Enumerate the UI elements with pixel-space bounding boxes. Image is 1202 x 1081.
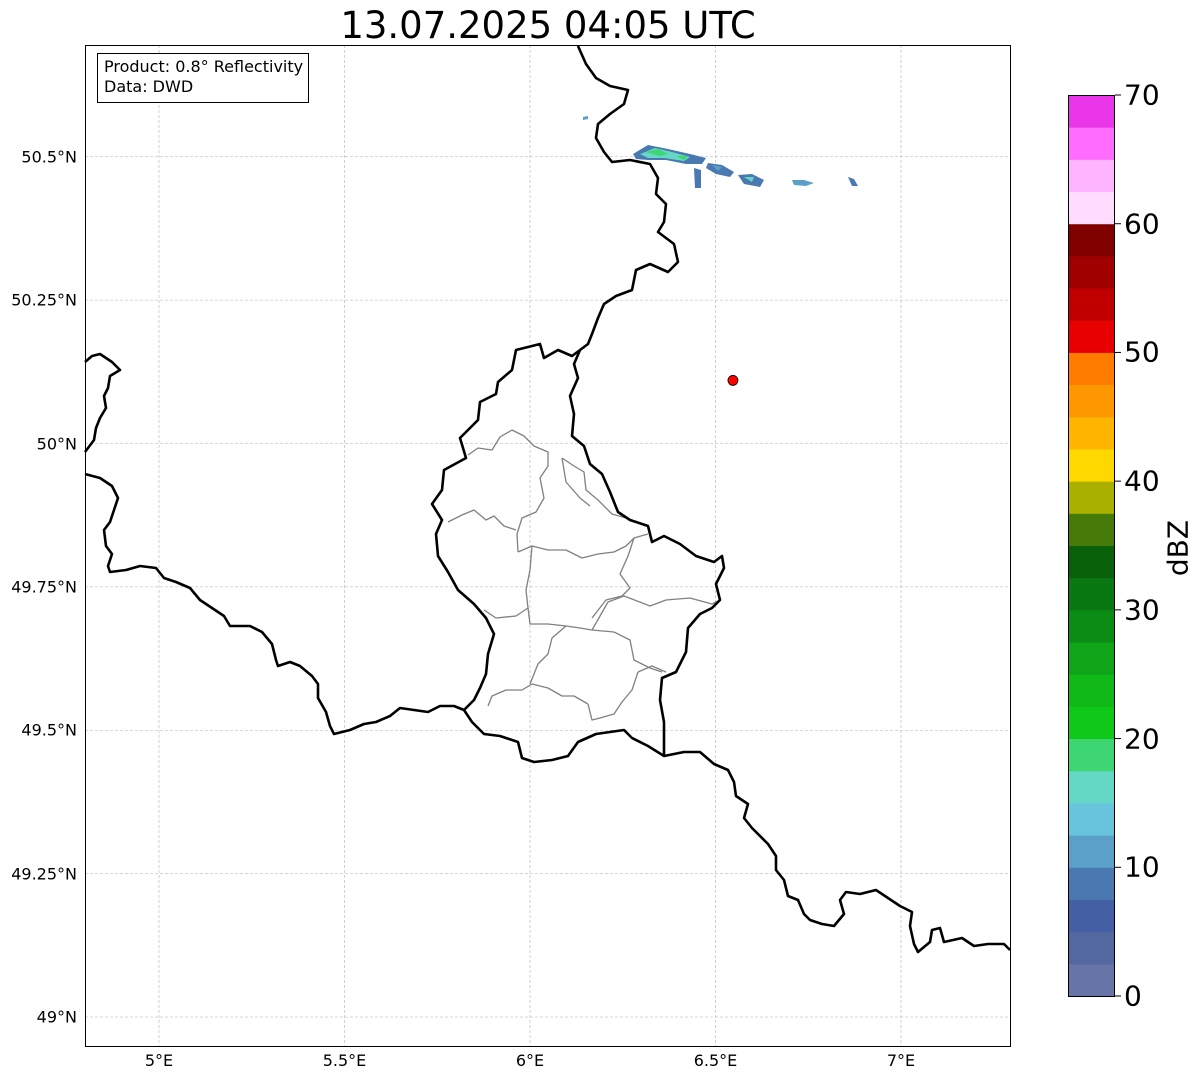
colorbar-segment <box>1068 481 1115 514</box>
colorbar-segment <box>1068 352 1115 386</box>
admin-line-8 <box>527 607 615 633</box>
colorbar-tick-label: 60 <box>1124 207 1160 241</box>
lat-tick-label: 50.5°N <box>21 147 77 167</box>
info-box: Product: 0.8° Reflectivity Data: DWD <box>97 53 310 103</box>
colorbar-segment <box>1068 223 1115 257</box>
lat-tick-label: 49°N <box>36 1007 77 1027</box>
admin-line-10 <box>613 631 663 673</box>
colorbar-tick-label: 50 <box>1124 335 1160 369</box>
lat-tick-label: 50.25°N <box>11 290 77 310</box>
admin-line-12 <box>487 683 589 707</box>
reflectivity-echoes <box>583 116 858 188</box>
admin-line-11 <box>529 625 567 685</box>
map-frame <box>85 45 1011 1047</box>
colorbar-segment <box>1068 545 1115 579</box>
echo-cell-south <box>694 168 701 188</box>
national-borders <box>83 45 1011 954</box>
admin-line-4 <box>561 457 627 519</box>
product-label: Product: 0.8° Reflectivity <box>104 57 304 76</box>
data-source-label: Data: DWD <box>104 77 194 96</box>
colorbar-segment <box>1068 963 1115 997</box>
colorbar-segment <box>1068 770 1115 804</box>
echo-cell-east-2b <box>744 177 754 182</box>
admin-line-14 <box>637 665 667 673</box>
lon-tick-label: 5.5°E <box>322 1051 367 1070</box>
echo-core-green <box>646 149 668 156</box>
colorbar-segment <box>1068 320 1115 353</box>
colorbar-tick-label: 10 <box>1124 850 1160 884</box>
echo-core-green-2 <box>676 156 688 160</box>
colorbar-segment <box>1068 255 1115 289</box>
colorbar-segment <box>1068 899 1115 933</box>
colorbar-segment <box>1068 674 1115 707</box>
map-title: 13.07.2025 04:05 UTC <box>340 4 756 47</box>
colorbar-frame <box>1068 95 1115 997</box>
colorbar-segment <box>1068 384 1115 418</box>
border-lux-de-south <box>663 750 1011 954</box>
colorbar-segment <box>1068 95 1115 128</box>
colorbar-segment <box>1068 127 1115 160</box>
colorbar-segment <box>1068 416 1115 450</box>
colorbar <box>1068 94 1121 997</box>
admin-line-2 <box>447 509 517 531</box>
admin-boundaries <box>447 429 721 721</box>
colorbar-segment <box>1068 448 1115 482</box>
colorbar-tick-label: 0 <box>1124 979 1142 1013</box>
colorbar-segment <box>1068 288 1115 321</box>
radar-site-marker <box>727 375 739 386</box>
colorbar-segment <box>1068 835 1115 868</box>
echo-cell-east-1b <box>712 165 722 171</box>
colorbar-tick-label: 70 <box>1124 78 1160 112</box>
border-lux <box>430 342 726 764</box>
colorbar-segment <box>1068 738 1115 772</box>
admin-line-7 <box>483 545 533 619</box>
colorbar-segment <box>1068 931 1115 965</box>
lat-tick-label: 50°N <box>36 434 77 453</box>
colorbar-segment <box>1068 513 1115 546</box>
echo-cell-east-1 <box>706 163 734 177</box>
colorbar-segment <box>1068 802 1115 836</box>
admin-line-5 <box>561 457 591 507</box>
colorbar-segment <box>1068 867 1115 900</box>
colorbar-tick-label: 20 <box>1124 722 1160 756</box>
lon-tick-label: 5°E <box>144 1051 174 1070</box>
colorbar-unit-label: dBZ <box>1161 519 1195 577</box>
colorbar-tick-label: 30 <box>1124 593 1160 627</box>
lon-tick-label: 7°E <box>886 1051 916 1070</box>
colorbar-segment <box>1068 706 1115 740</box>
lon-tick-label: 6.5°E <box>693 1051 738 1070</box>
colorbar-segment <box>1068 577 1115 611</box>
graticule <box>85 45 1010 1046</box>
colorbar-segment <box>1068 609 1115 643</box>
colorbar-tick-label: 40 <box>1124 464 1160 498</box>
echo-cell-east-3 <box>792 180 814 186</box>
border-fr-west <box>84 472 465 736</box>
echo-speck <box>583 116 588 120</box>
colorbar-segment <box>1068 159 1115 193</box>
lat-tick-label: 49.25°N <box>11 864 77 884</box>
colorbar-segment <box>1068 642 1115 675</box>
admin-line-9 <box>591 595 721 631</box>
admin-line-3 <box>517 533 649 559</box>
echo-cell-east-4 <box>848 177 858 186</box>
colorbar-segment <box>1068 191 1115 225</box>
border-be-de <box>576 45 680 352</box>
lon-tick-label: 6°E <box>515 1051 545 1070</box>
border-be-fr-north <box>83 352 122 453</box>
admin-line-6 <box>591 537 635 619</box>
lat-tick-label: 49.75°N <box>11 577 77 597</box>
lat-tick-label: 49.5°N <box>21 720 77 740</box>
admin-line-1 <box>467 429 549 553</box>
admin-line-13 <box>587 671 639 721</box>
